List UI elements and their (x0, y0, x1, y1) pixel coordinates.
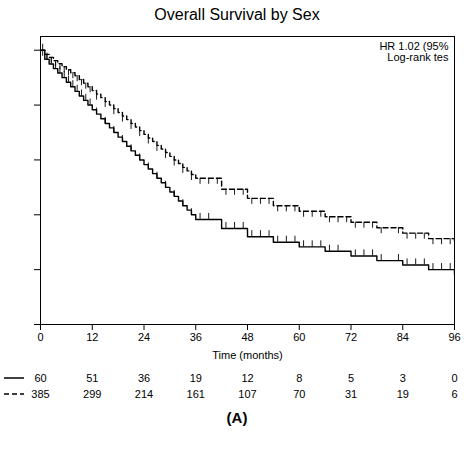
svg-text:Time (months): Time (months) (212, 349, 283, 361)
html-text:(A): (A) (226, 409, 248, 426)
svg-text:31: 31 (345, 388, 357, 400)
svg-text:48: 48 (241, 331, 253, 343)
svg-text:72: 72 (345, 331, 357, 343)
svg-text:12: 12 (86, 331, 98, 343)
svg-text:HR 1.02 (95%Log-rank tes: HR 1.02 (95%Log-rank tes (379, 40, 449, 63)
svg-text:385: 385 (31, 388, 49, 400)
svg-text:161: 161 (187, 388, 205, 400)
svg-text:19: 19 (190, 372, 202, 384)
svg-text:19: 19 (397, 388, 409, 400)
svg-text:51: 51 (86, 372, 98, 384)
svg-text:24: 24 (138, 331, 150, 343)
svg-text:70: 70 (293, 388, 305, 400)
svg-text:60: 60 (34, 372, 46, 384)
svg-text:12: 12 (241, 372, 253, 384)
svg-text:5: 5 (348, 372, 354, 384)
svg-text:107: 107 (238, 388, 256, 400)
svg-text:0: 0 (451, 372, 457, 384)
svg-text:84: 84 (397, 331, 409, 343)
svg-text:3: 3 (400, 372, 406, 384)
svg-text:299: 299 (83, 388, 101, 400)
svg-text:96: 96 (448, 331, 460, 343)
svg-text:8: 8 (296, 372, 302, 384)
html-text:Overall Survival by Sex: Overall Survival by Sex (154, 6, 320, 23)
svg-text:214: 214 (135, 388, 153, 400)
svg-text:60: 60 (293, 331, 305, 343)
svg-text:0: 0 (37, 331, 43, 343)
svg-text:6: 6 (451, 388, 457, 400)
svg-text:36: 36 (190, 331, 202, 343)
svg-text:36: 36 (138, 372, 150, 384)
